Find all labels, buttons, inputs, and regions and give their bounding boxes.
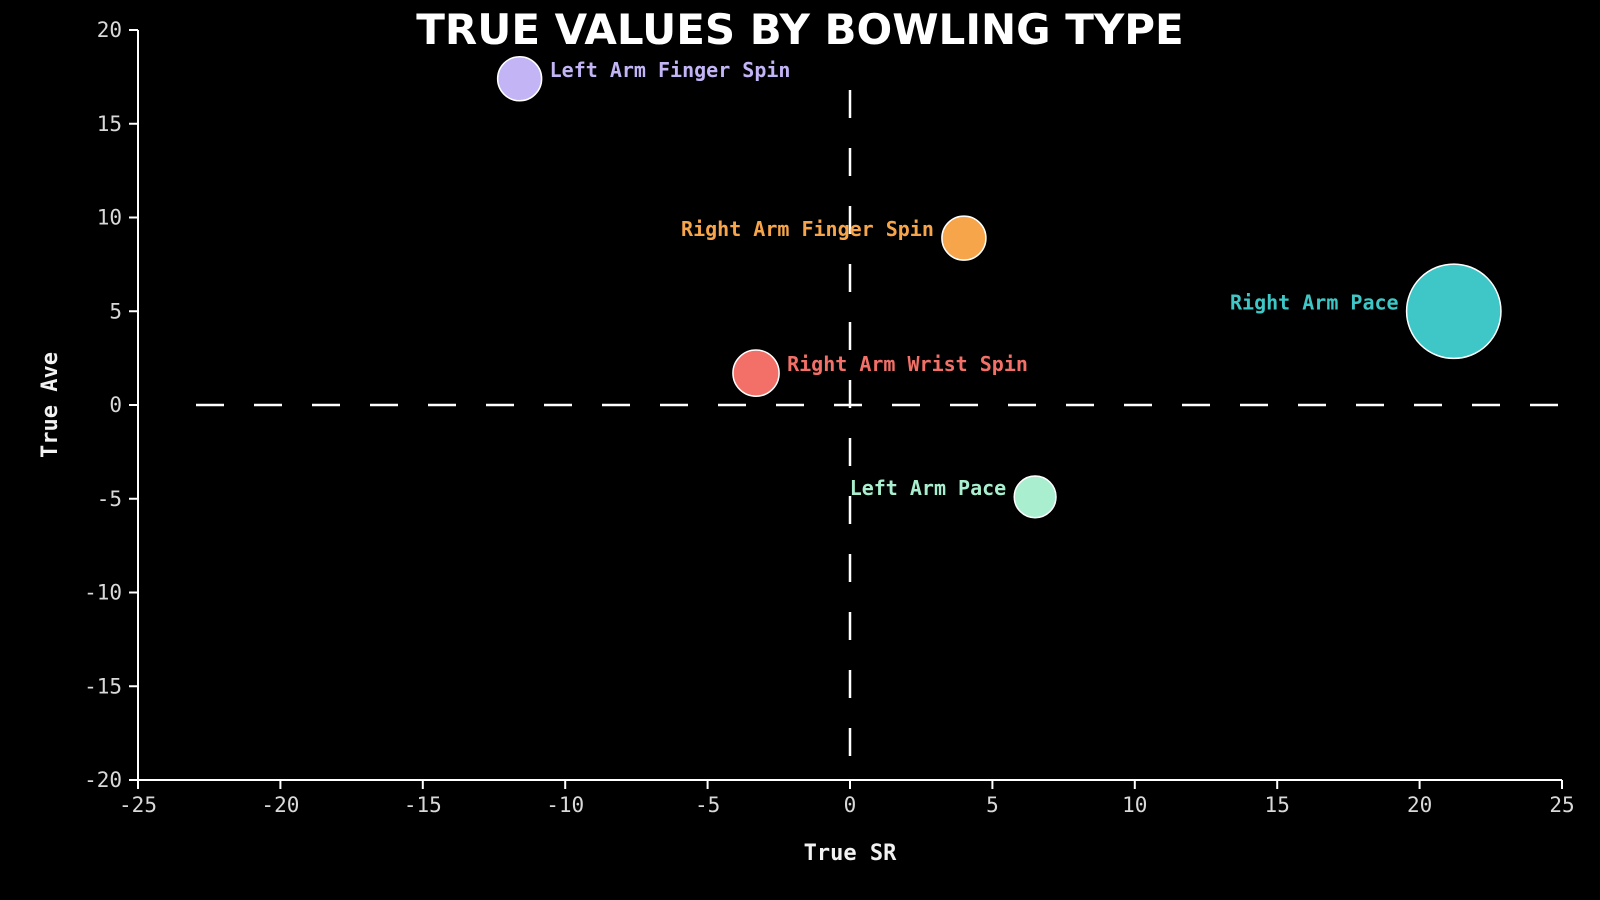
data-point-label: Left Arm Pace — [850, 476, 1007, 500]
data-point — [1405, 263, 1502, 360]
y-tick-label: 20 — [97, 18, 122, 42]
x-tick-label: 20 — [1407, 793, 1432, 817]
reference-lines — [196, 90, 1562, 758]
data-point-group: Right Arm Pace — [1230, 263, 1502, 360]
data-points: Left Arm Finger Spin Right Arm Finger Spi… — [496, 56, 1502, 519]
y-tick-label: -15 — [84, 674, 122, 698]
x-axis-title: True SR — [804, 841, 897, 866]
x-tick-label: -10 — [546, 793, 584, 817]
y-tick-label: -10 — [84, 581, 122, 605]
data-point-label: Left Arm Finger Spin — [550, 58, 791, 82]
data-point-group: Right Arm Finger Spin — [681, 215, 987, 261]
y-axis-ticks: -20 -15 -10 -5 0 5 10 15 20 — [84, 18, 138, 792]
y-tick-label: 5 — [109, 299, 122, 323]
x-tick-label: 25 — [1549, 793, 1574, 817]
x-tick-label: -25 — [119, 793, 157, 817]
x-axis-ticks: -25 -20 -15 -10 -5 0 5 10 15 20 25 — [119, 780, 1575, 817]
data-point-group: Left Arm Finger Spin — [496, 56, 791, 102]
y-tick-label: 10 — [97, 206, 122, 230]
data-point — [941, 215, 987, 261]
data-point-label: Right Arm Finger Spin — [681, 217, 934, 241]
data-point-label: Right Arm Wrist Spin — [787, 352, 1028, 376]
x-tick-label: 15 — [1265, 793, 1290, 817]
data-point-group: Left Arm Pace — [850, 475, 1057, 519]
data-point-label: Right Arm Pace — [1230, 290, 1399, 314]
x-tick-label: -15 — [404, 793, 442, 817]
y-tick-label: 0 — [109, 393, 122, 417]
x-tick-label: -5 — [695, 793, 720, 817]
x-tick-label: 0 — [844, 793, 857, 817]
data-point — [496, 56, 543, 102]
x-tick-label: -20 — [261, 793, 299, 817]
x-tick-label: 5 — [986, 793, 999, 817]
chart-title: TRUE VALUES BY BOWLING TYPE — [416, 5, 1183, 54]
data-point-group: Right Arm Wrist Spin — [732, 349, 1028, 397]
y-tick-label: -5 — [97, 487, 122, 511]
y-tick-label: 15 — [97, 112, 122, 136]
data-point — [1013, 475, 1057, 519]
data-point — [732, 349, 780, 397]
y-axis-title: True Ave — [38, 352, 63, 458]
x-tick-label: 10 — [1122, 793, 1147, 817]
y-tick-label: -20 — [84, 768, 122, 792]
